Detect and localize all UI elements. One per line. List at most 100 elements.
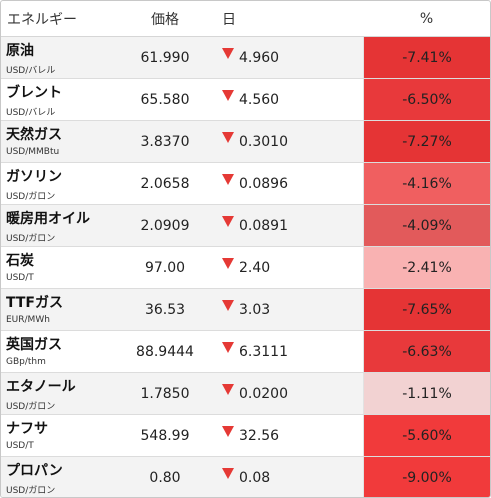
commodity-name: ナフサ [6, 421, 48, 437]
name-cell: ガソリン USD/ガロン [1, 163, 113, 204]
table-header: エネルギー 価格 日 % [1, 1, 490, 37]
commodity-name: プロパン [6, 463, 63, 479]
name-cell: エタノール USD/ガロン [1, 373, 113, 414]
name-cell: 暖房用オイル USD/ガロン [1, 205, 113, 246]
header-day: 日 [222, 11, 236, 28]
header-price: 価格 [151, 11, 179, 28]
name-cell: TTFガス EUR/MWh [1, 289, 113, 330]
table-row[interactable]: 天然ガス USD/MMBtu 3.8370 0.3010 -7.27% [1, 121, 490, 163]
price-cell: 3.8370 [140, 133, 190, 150]
day-change-cell: 6.3111 [217, 331, 363, 372]
day-change-cell: 2.40 [217, 247, 363, 288]
name-cell: 石炭 USD/T [1, 247, 113, 288]
down-triangle-icon [222, 174, 234, 185]
table-row[interactable]: ナフサ USD/T 548.99 32.56 -5.60% [1, 415, 490, 457]
commodity-name: 暖房用オイル [6, 211, 90, 227]
day-change-cell: 3.03 [217, 289, 363, 330]
commodity-unit: EUR/MWh [6, 315, 50, 325]
day-change-value: 4.960 [239, 49, 280, 66]
day-change-cell: 0.0896 [217, 163, 363, 204]
day-change-cell: 0.0891 [217, 205, 363, 246]
commodity-name: エタノール [6, 379, 76, 395]
day-change-cell: 32.56 [217, 415, 363, 456]
name-cell: 天然ガス USD/MMBtu [1, 121, 113, 162]
commodity-unit: USD/バレル [6, 66, 56, 76]
day-change-cell: 0.0200 [217, 373, 363, 414]
price-cell: 65.580 [140, 91, 190, 108]
price-cell: 548.99 [140, 427, 190, 444]
commodity-unit: GBp/thm [6, 357, 46, 367]
table-row[interactable]: 原油 USD/バレル 61.990 4.960 -7.41% [1, 37, 490, 79]
percent-cell: -7.41% [363, 37, 490, 78]
price-cell: 1.7850 [140, 385, 190, 402]
table-row[interactable]: ブレント USD/バレル 65.580 4.560 -6.50% [1, 79, 490, 121]
day-change-value: 0.08 [239, 469, 271, 486]
table-row[interactable]: ガソリン USD/ガロン 2.0658 0.0896 -4.16% [1, 163, 490, 205]
percent-cell: -5.60% [363, 415, 490, 456]
percent-cell: -9.00% [363, 457, 490, 497]
day-change-cell: 0.3010 [217, 121, 363, 162]
commodity-name: ガソリン [6, 169, 62, 185]
day-change-value: 4.560 [239, 91, 280, 108]
table-body: 原油 USD/バレル 61.990 4.960 -7.41% ブレント USD/… [1, 37, 490, 497]
percent-cell: -1.11% [363, 373, 490, 414]
day-change-value: 2.40 [239, 259, 271, 276]
price-cell: 2.0909 [140, 217, 190, 234]
table-row[interactable]: 暖房用オイル USD/ガロン 2.0909 0.0891 -4.09% [1, 205, 490, 247]
table-row[interactable]: 石炭 USD/T 97.00 2.40 -2.41% [1, 247, 490, 289]
day-change-value: 3.03 [239, 301, 271, 318]
percent-cell: -6.50% [363, 79, 490, 120]
day-change-value: 0.0891 [239, 217, 288, 234]
day-change-value: 0.0896 [239, 175, 288, 192]
name-cell: ナフサ USD/T [1, 415, 113, 456]
header-percent: % [419, 10, 434, 27]
commodity-name: 石炭 [6, 253, 34, 269]
day-change-cell: 0.08 [217, 457, 363, 497]
down-triangle-icon [222, 342, 234, 353]
down-triangle-icon [222, 90, 234, 101]
down-triangle-icon [222, 384, 234, 395]
price-cell: 36.53 [144, 301, 186, 318]
commodity-unit: USD/ガロン [6, 234, 56, 244]
down-triangle-icon [222, 258, 234, 269]
day-change-cell: 4.560 [217, 79, 363, 120]
down-triangle-icon [222, 48, 234, 59]
table-row[interactable]: プロパン USD/ガロン 0.80 0.08 -9.00% [1, 457, 490, 497]
percent-cell: -4.09% [363, 205, 490, 246]
table-row[interactable]: エタノール USD/ガロン 1.7850 0.0200 -1.11% [1, 373, 490, 415]
name-cell: ブレント USD/バレル [1, 79, 113, 120]
percent-cell: -7.65% [363, 289, 490, 330]
table-row[interactable]: 英国ガス GBp/thm 88.9444 6.3111 -6.63% [1, 331, 490, 373]
down-triangle-icon [222, 132, 234, 143]
day-change-value: 0.3010 [239, 133, 288, 150]
day-change-value: 32.56 [239, 427, 280, 444]
commodity-unit: USD/T [6, 273, 34, 283]
price-cell: 88.9444 [136, 343, 194, 360]
commodity-unit: USD/ガロン [6, 486, 56, 496]
commodity-name: TTFガス [6, 295, 63, 311]
price-cell: 2.0658 [140, 175, 190, 192]
percent-cell: -4.16% [363, 163, 490, 204]
commodity-unit: USD/T [6, 441, 34, 451]
percent-cell: -2.41% [363, 247, 490, 288]
commodity-unit: USD/MMBtu [6, 147, 60, 157]
header-name: エネルギー [7, 11, 77, 28]
commodity-name: 英国ガス [6, 337, 62, 353]
price-cell: 61.990 [140, 49, 190, 66]
table-row[interactable]: TTFガス EUR/MWh 36.53 3.03 -7.65% [1, 289, 490, 331]
name-cell: プロパン USD/ガロン [1, 457, 113, 497]
commodity-unit: USD/バレル [6, 108, 56, 118]
percent-cell: -7.27% [363, 121, 490, 162]
day-change-cell: 4.960 [217, 37, 363, 78]
commodity-unit: USD/ガロン [6, 402, 56, 412]
price-cell: 0.80 [149, 469, 181, 486]
down-triangle-icon [222, 426, 234, 437]
commodity-name: 天然ガス [6, 127, 62, 143]
name-cell: 英国ガス GBp/thm [1, 331, 113, 372]
day-change-value: 0.0200 [239, 385, 288, 402]
name-cell: 原油 USD/バレル [1, 37, 113, 78]
day-change-value: 6.3111 [239, 343, 288, 360]
commodity-unit: USD/ガロン [6, 192, 56, 202]
down-triangle-icon [222, 216, 234, 227]
